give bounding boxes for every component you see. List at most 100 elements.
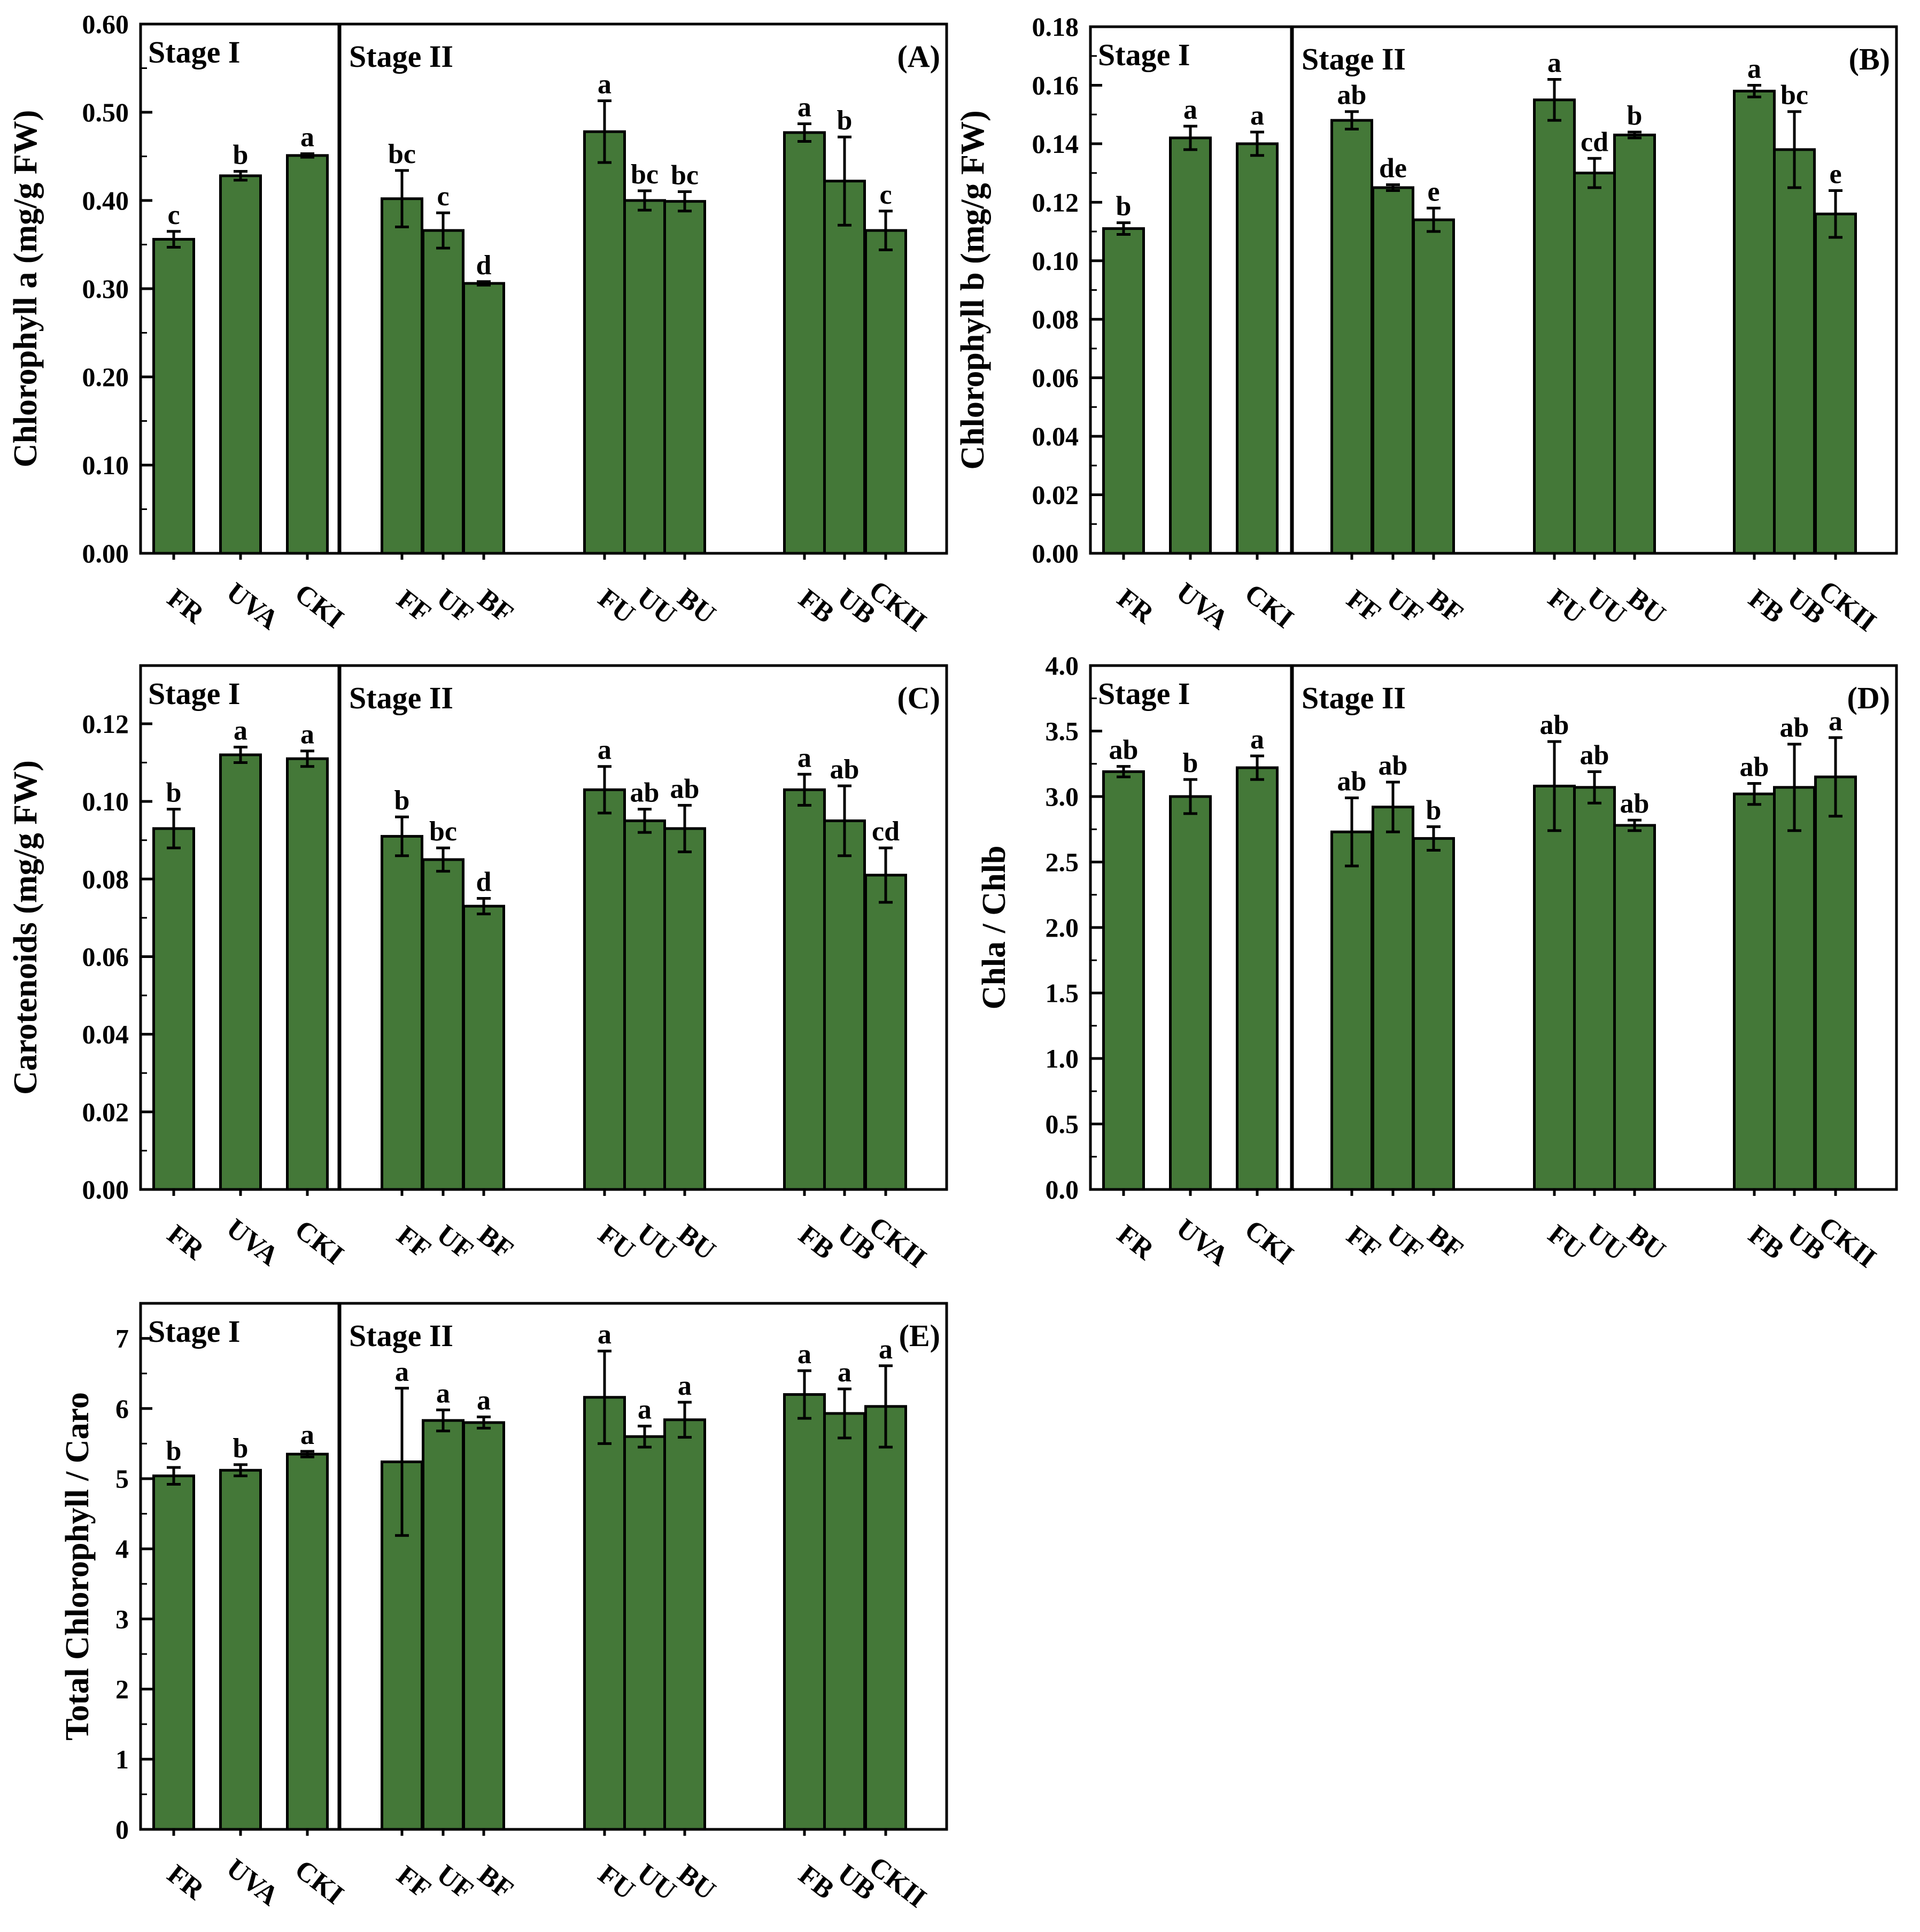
significance-label: b (1627, 101, 1643, 131)
error-bar-CKI (300, 152, 314, 159)
error-bar-UU (638, 189, 652, 212)
error-bar-BU (678, 803, 692, 853)
x-tick-label: CKII (1813, 1211, 1882, 1274)
y-tick-label: 1.0 (1046, 1044, 1079, 1073)
significance-label: a (879, 1334, 893, 1365)
error-bar-FB (798, 772, 811, 807)
significance-label: cd (1581, 127, 1608, 157)
bar-UB (823, 180, 866, 555)
error-bar-UU (1588, 157, 1601, 189)
x-tick-label: UVA (1171, 577, 1234, 636)
significance-label: bc (671, 160, 699, 191)
y-tick-label: 6 (115, 1394, 129, 1424)
significance-label: ab (1337, 80, 1367, 111)
bar-UF (1372, 186, 1414, 555)
significance-label: a (1250, 101, 1264, 131)
error-bar-CKII (1829, 736, 1842, 818)
x-tick-label: UF (431, 1859, 479, 1906)
panel-label: (E) (899, 1318, 940, 1353)
error-bar-FR (1117, 221, 1131, 236)
bar-UU (1573, 172, 1616, 555)
bar-CKI (286, 1452, 329, 1831)
y-tick-label: 2 (115, 1674, 129, 1704)
x-tick-label: FR (1111, 583, 1160, 630)
significance-label: a (838, 1357, 851, 1388)
bar-UU (623, 1435, 666, 1831)
error-bar-CKII (1829, 189, 1842, 239)
bar-FU (1533, 98, 1576, 555)
y-tick-label: 0.12 (82, 709, 129, 739)
bar-UU (623, 819, 666, 1191)
error-bar-UU (1588, 770, 1601, 805)
error-bar-UVA (1183, 125, 1197, 151)
error-bar-FB (1747, 782, 1761, 806)
error-bar-CKI (300, 1450, 314, 1458)
significance-label: cd (872, 816, 900, 847)
x-tick-label: BU (672, 1218, 721, 1266)
x-tick-label: UF (431, 583, 479, 630)
significance-label: a (234, 715, 247, 746)
bar-FF (1330, 119, 1373, 555)
y-tick-label: 0.12 (1032, 187, 1079, 217)
error-bar-FU (598, 1349, 611, 1445)
error-bar-FB (1747, 83, 1761, 98)
x-tick-label: UVA (221, 1213, 284, 1272)
significance-label: a (798, 1339, 811, 1370)
x-tick-label: CKI (1239, 578, 1299, 634)
x-tick-label: FF (391, 1220, 437, 1265)
error-bar-FF (1345, 110, 1359, 131)
y-tick-label: 3.5 (1046, 716, 1079, 746)
stage-label: Stage I (148, 676, 240, 711)
significance-label: bc (388, 139, 416, 169)
x-tick-label: BU (1622, 582, 1671, 630)
bar-FR (152, 238, 195, 555)
y-tick-label: 0.04 (1032, 421, 1079, 451)
error-bar-FF (1345, 796, 1359, 868)
y-axis-title: Total Chlorophyll / Caro (59, 1392, 96, 1741)
significance-label: a (1250, 724, 1264, 755)
error-bar-UF (436, 211, 450, 250)
significance-label: a (1747, 53, 1761, 84)
y-tick-label: 0.20 (82, 362, 129, 392)
y-axis-title: Chlorophyll a (mg/g FW) (7, 110, 44, 468)
bar-BF (1412, 837, 1455, 1191)
bar-BF (462, 1421, 505, 1831)
bar-BU (663, 200, 706, 555)
bar-FF (381, 834, 423, 1191)
y-tick-label: 0.02 (1032, 480, 1079, 510)
significance-label: a (1547, 48, 1561, 79)
y-tick-label: 1.5 (1046, 978, 1079, 1008)
y-tick-label: 0.06 (1032, 363, 1079, 393)
x-tick-label: UF (431, 1219, 479, 1266)
bar-CKII (864, 1405, 907, 1831)
significance-label: ab (1337, 766, 1367, 797)
bar-FU (1533, 784, 1576, 1191)
significance-label: a (638, 1395, 652, 1425)
error-bar-BU (678, 190, 692, 213)
bar-UB (823, 1412, 866, 1831)
bar-BF (462, 282, 505, 555)
significance-label: a (598, 1319, 611, 1350)
y-tick-label: 5 (115, 1464, 129, 1494)
error-bar-BF (477, 897, 491, 916)
bar-UVA (1169, 136, 1212, 555)
x-tick-label: CKII (863, 1851, 932, 1914)
y-tick-label: 0.18 (1032, 12, 1079, 42)
error-bar-UF (436, 1408, 450, 1433)
significance-label: ab (1580, 740, 1609, 770)
error-bar-UB (1787, 743, 1801, 832)
y-tick-label: 4 (115, 1534, 129, 1564)
error-bar-UVA (234, 170, 247, 182)
significance-label: b (394, 785, 410, 816)
error-bar-BF (477, 1416, 491, 1430)
bar-UU (1573, 786, 1616, 1191)
bar-UF (422, 858, 464, 1191)
x-tick-label: BU (672, 582, 721, 630)
significance-label: ab (1540, 710, 1569, 740)
y-tick-label: 3 (115, 1604, 129, 1634)
stage-label: Stage II (349, 681, 453, 715)
error-bar-UB (838, 135, 851, 227)
bar-FR (152, 1474, 195, 1831)
x-tick-label: FF (391, 584, 437, 629)
